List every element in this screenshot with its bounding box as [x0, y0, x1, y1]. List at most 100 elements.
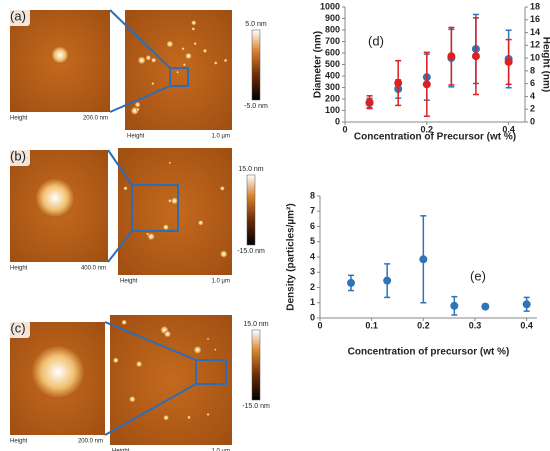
point — [365, 98, 374, 107]
colorbar — [251, 29, 261, 101]
particle — [134, 101, 141, 108]
zoom-line — [104, 383, 197, 436]
x-tick-label: 0.3 — [469, 320, 482, 330]
y2-tick-label: 12 — [530, 40, 540, 50]
image-scale: 1.0 µm — [212, 279, 230, 285]
afm-image — [125, 10, 232, 130]
particle — [129, 396, 136, 403]
y-tick-label: 100 — [325, 105, 340, 115]
zoom-box — [169, 67, 189, 87]
particle — [206, 413, 210, 416]
colorbar-max: 15.0 nm — [238, 166, 263, 173]
particle — [145, 55, 151, 61]
x-tick-label: 0.1 — [365, 320, 378, 330]
image-caption: Height — [112, 449, 130, 451]
particle — [176, 70, 179, 74]
zoom-line — [104, 321, 197, 361]
label-bg — [6, 320, 30, 338]
y-tick-label: 600 — [325, 47, 340, 57]
point — [471, 52, 480, 61]
point — [450, 301, 459, 310]
point — [422, 80, 431, 89]
annotation: (e) — [470, 268, 486, 283]
particle — [223, 58, 228, 63]
y-tick-label: 300 — [325, 82, 340, 92]
inset-caption: Height — [10, 116, 28, 122]
particle — [35, 178, 75, 218]
inset-scale: 200.0 nm — [83, 116, 108, 122]
zoom-box — [195, 359, 227, 385]
y-tick-label: 4 — [310, 251, 315, 261]
y2-tick-label: 6 — [530, 78, 535, 88]
y-tick-label: 5 — [310, 236, 315, 246]
particle — [202, 48, 208, 53]
inset-caption: Height — [10, 439, 28, 445]
point — [447, 52, 456, 61]
particle — [137, 56, 146, 65]
zoom-box — [131, 184, 179, 232]
particle — [51, 46, 69, 64]
y-tick-label: 900 — [325, 13, 340, 23]
y-tick-label: 3 — [310, 267, 315, 277]
x-tick-label: 0.4 — [502, 124, 515, 134]
particle — [214, 348, 217, 351]
zoom-line — [107, 230, 133, 263]
point — [383, 276, 392, 285]
y-tick-label: 0 — [335, 116, 340, 126]
particle — [147, 232, 155, 241]
y-tick-label: 2 — [310, 282, 315, 292]
y2-tick-label: 16 — [530, 14, 540, 24]
x-axis-label: Concentration of precursor (wt %) — [348, 347, 510, 358]
particle — [113, 357, 119, 364]
particle — [185, 52, 192, 60]
y-tick-label: 700 — [325, 36, 340, 46]
particle — [168, 161, 171, 164]
y-tick-label: 1000 — [320, 1, 340, 11]
particle — [163, 414, 169, 421]
y-tick-label: 400 — [325, 70, 340, 80]
y-tick-label: 8 — [310, 190, 315, 200]
particle — [193, 346, 202, 354]
y-tick-label: 6 — [310, 221, 315, 231]
afm-image — [110, 315, 232, 445]
y-tick-label: 0 — [310, 312, 315, 322]
particle — [162, 224, 169, 231]
particle — [151, 57, 157, 63]
y2-tick-label: 18 — [530, 1, 540, 11]
zoom-line — [107, 149, 133, 186]
particle — [220, 186, 225, 191]
point — [347, 278, 355, 287]
y2-tick-label: 2 — [530, 104, 535, 114]
zoom-line — [109, 9, 171, 69]
image-caption: Height — [127, 134, 145, 140]
y-tick-label: 800 — [325, 24, 340, 34]
particle — [187, 415, 191, 420]
y2-tick-label: 8 — [530, 65, 535, 75]
image-scale: 1.0 µm — [212, 449, 230, 451]
particle — [136, 361, 143, 368]
point — [504, 57, 513, 66]
particle — [181, 47, 185, 51]
x-tick-label: 0 — [342, 124, 347, 134]
colorbar-min: -5.0 nm — [244, 103, 268, 110]
point — [394, 79, 403, 88]
particle — [182, 63, 186, 67]
x-tick-label: 0.2 — [417, 320, 430, 330]
particle — [123, 186, 128, 191]
point — [481, 302, 490, 311]
particle — [166, 40, 174, 48]
inset-scale: 200.0 nm — [78, 439, 103, 445]
colorbar-min: -15.0 nm — [242, 403, 270, 410]
particle — [220, 250, 228, 258]
colorbar — [251, 329, 261, 401]
particle — [193, 42, 197, 46]
annotation: (d) — [368, 33, 384, 48]
colorbar-min: -15.0 nm — [237, 248, 265, 255]
inset-scale: 400.0 nm — [81, 266, 106, 272]
x-tick-label: 0.2 — [421, 124, 434, 134]
x-tick-label: 0 — [317, 320, 322, 330]
colorbar-max: 15.0 nm — [243, 321, 268, 328]
y2-tick-label: 10 — [530, 52, 540, 62]
panel-label: (c) — [10, 320, 25, 335]
